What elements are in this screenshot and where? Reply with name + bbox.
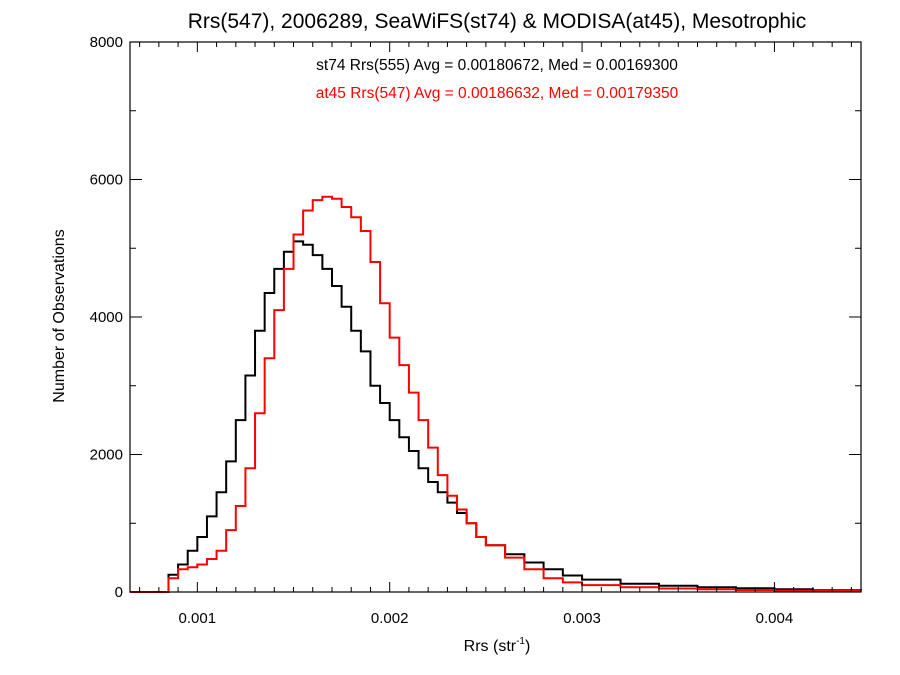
x-tick-label: 0.003: [563, 610, 601, 627]
legend-entry-st74: st74 Rrs(555) Avg = 0.00180672, Med = 0.…: [316, 57, 678, 74]
y-tick-label: 6000: [90, 172, 123, 189]
x-axis-label-main: Rrs (str: [464, 638, 517, 655]
legend-entry-at45: at45 Rrs(547) Avg = 0.00186632, Med = 0.…: [316, 85, 679, 102]
chart-title: Rrs(547), 2006289, SeaWiFS(st74) & MODIS…: [188, 10, 807, 33]
y-tick-label: 2000: [90, 447, 123, 464]
x-axis-label-close: ): [525, 638, 530, 655]
legend: st74 Rrs(555) Avg = 0.00180672, Med = 0.…: [316, 57, 679, 102]
ticks-layer: 0.001 0.002 0.003 0.004 0 2000 4000 6000 8000: [90, 34, 861, 627]
x-axis-label-superscript: -1: [516, 636, 525, 647]
y-tick-label: 0: [115, 584, 123, 601]
series-line-st74: [130, 240, 862, 593]
plot-frame: [129, 41, 862, 593]
x-tick-label: 0.002: [371, 610, 409, 627]
x-axis-label: Rrs (str-1): [464, 636, 531, 655]
series-layer: [130, 195, 862, 593]
x-tick-label: 0.004: [756, 610, 794, 627]
y-axis-label: Number of Observations: [51, 229, 68, 402]
y-tick-label: 4000: [90, 309, 123, 326]
series-line-at45: [130, 195, 862, 593]
y-tick-label: 8000: [90, 34, 123, 51]
x-tick-label: 0.001: [179, 610, 217, 627]
